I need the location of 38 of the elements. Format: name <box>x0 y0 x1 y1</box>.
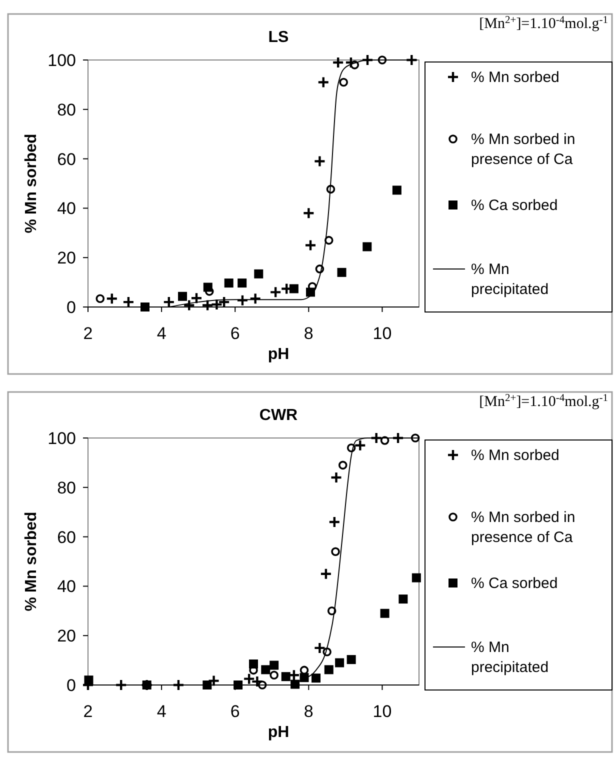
legend-label: % Mn sorbed in presence of Ca <box>471 509 576 546</box>
y-tick-label: 100 <box>48 429 76 448</box>
x-axis-title: pH <box>268 724 290 741</box>
x-tick-label: 4 <box>156 324 166 343</box>
text: [Mn$^{2+}$]=1.10$^{-4}$mol.g$^{-1}$ <box>479 14 608 32</box>
y-tick-label: 40 <box>57 199 76 218</box>
y-tick-label: 20 <box>57 626 76 646</box>
x-tick-label: 6 <box>230 324 240 343</box>
x-tick-label: 4 <box>156 702 166 721</box>
y-tick-label: 40 <box>57 577 76 596</box>
x-tick-label: 2 <box>83 702 93 721</box>
x-tick-label: 8 <box>304 324 314 343</box>
legend-label: % Mn sorbed in presence of Ca <box>471 131 576 168</box>
y-tick-label: 100 <box>48 51 76 70</box>
x-tick-label: 8 <box>304 702 314 721</box>
x-tick-label: 10 <box>372 702 392 721</box>
legend-label: % Mn sorbed <box>471 447 560 464</box>
x-tick-label: 2 <box>83 324 93 343</box>
legend-label: % Ca sorbed <box>471 575 558 592</box>
legend-label: % Mn precipitated <box>471 261 549 298</box>
x-axis-title: pH <box>268 346 290 363</box>
text: [Mn$^{2+}$]=1.10$^{-4}$mol.g$^{-1}$ <box>479 392 608 410</box>
legend-label: % Mn precipitated <box>471 639 549 676</box>
y-tick-label: 0 <box>66 298 76 317</box>
x-tick-label: 10 <box>372 324 392 343</box>
chart-title: LS <box>268 29 290 46</box>
y-tick-label: 0 <box>66 676 76 695</box>
y-tick-label: 60 <box>57 528 76 547</box>
y-axis-title: % Mn sorbed <box>23 512 40 612</box>
y-tick-label: 80 <box>57 100 76 120</box>
x-tick-label: 6 <box>230 702 240 721</box>
y-tick-label: 60 <box>57 150 76 169</box>
y-tick-label: 80 <box>57 478 76 498</box>
legend-label: % Ca sorbed <box>471 197 558 214</box>
legend-label: % Mn sorbed <box>471 69 560 86</box>
chart-title: CWR <box>259 407 298 424</box>
y-axis-title: % Mn sorbed <box>23 134 40 234</box>
y-tick-label: 20 <box>57 248 76 268</box>
